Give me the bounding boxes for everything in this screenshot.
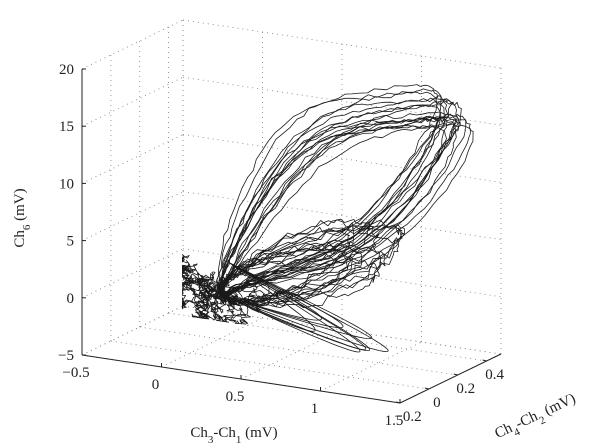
- trace-baseline-noise: [182, 282, 279, 325]
- grid-line-x-floor: [320, 341, 422, 392]
- y-axis-label: Ch4-Ch2 (mV): [492, 391, 580, 447]
- z-axis-label: Ch6 (mV): [12, 188, 33, 247]
- x-tick-label: −0.5: [62, 365, 89, 381]
- grid-line-x-floor: [240, 329, 343, 380]
- x-tick-label: 0: [152, 377, 160, 393]
- z-tick-label: 0: [67, 291, 75, 307]
- y-tick-label: 0.2: [456, 381, 475, 397]
- data-series: [182, 84, 474, 353]
- x-tick-label: 1.5: [385, 413, 404, 429]
- y-tick-label: −0.2: [394, 409, 421, 425]
- grid-line-z-back: [182, 76, 502, 126]
- trace-loop: [220, 98, 454, 297]
- trace-loop: [215, 91, 449, 297]
- grid-line-y-floor: [168, 312, 487, 362]
- grid-line-z-left: [81, 133, 184, 184]
- axes-box: [81, 68, 502, 404]
- y-tick-mark: [453, 373, 458, 376]
- trace-return-sweep: [221, 262, 322, 321]
- trace-baseline-noise: [182, 254, 224, 318]
- z-tick-label: 10: [59, 176, 74, 192]
- grid-line-x-floor: [161, 317, 263, 368]
- grid-line-z-back: [182, 133, 502, 183]
- grid-line-z-back: [182, 191, 502, 241]
- grid-line-z-back: [182, 19, 502, 69]
- trace-secondary-loop: [219, 241, 352, 307]
- trace-return-sweep: [221, 262, 361, 353]
- trace-secondary-loop: [219, 226, 351, 303]
- y-tick-mark: [395, 401, 401, 404]
- trace-return-sweep: [221, 262, 344, 328]
- z-tick-label: 20: [59, 62, 74, 78]
- grid-line-y-floor: [139, 326, 458, 376]
- y-tick-mark: [424, 387, 429, 390]
- y-tick-label: 0.4: [485, 367, 504, 383]
- grid: [81, 19, 502, 404]
- y-tick-label: 0: [433, 395, 441, 411]
- trace-secondary-loop: [220, 245, 386, 307]
- trace-baseline-noise: [189, 271, 242, 306]
- trace-secondary-loop: [218, 219, 355, 302]
- grid-line-z-left: [81, 305, 184, 356]
- grid-line-y-floor: [110, 340, 429, 390]
- z-tick-label: 5: [67, 234, 75, 250]
- trace-secondary-loop: [219, 218, 370, 303]
- trace-secondary-loop: [220, 254, 380, 308]
- trace-loop: [221, 116, 439, 297]
- trace-return-sweep: [221, 262, 389, 352]
- trace-loop: [220, 113, 459, 295]
- grid-line-z-left: [81, 191, 184, 242]
- x-tick-label: 1: [311, 401, 319, 417]
- trace-loop: [218, 105, 442, 297]
- grid-line-z-left: [81, 248, 184, 299]
- grid-line-z-back: [182, 248, 502, 298]
- z-tick-label: −5: [58, 348, 74, 364]
- trace-baseline-noise: [182, 264, 256, 303]
- trace-return-sweep: [221, 262, 367, 350]
- x-tick-label: 0.5: [226, 389, 245, 405]
- z-tick-label: 15: [59, 119, 74, 135]
- trace-loop: [217, 97, 446, 296]
- grid-line-z-left: [81, 76, 184, 127]
- tick-labels: −0.5 0 0.5 1 1.5−0.2 0 0.2 0.4 −5 0 5 10 15 20: [58, 62, 504, 429]
- x-axis-label: Ch3-Ch1 (mV): [190, 425, 277, 446]
- axis-labels: Ch3-Ch1 (mV) Ch4-Ch2 (mV) Ch6 (mV): [12, 188, 580, 447]
- trace-loop: [220, 116, 457, 298]
- y-tick-mark: [482, 359, 487, 362]
- y-axis-line: [399, 353, 502, 404]
- grid-line-z-left: [81, 19, 184, 70]
- trace-return-sweep: [221, 262, 373, 339]
